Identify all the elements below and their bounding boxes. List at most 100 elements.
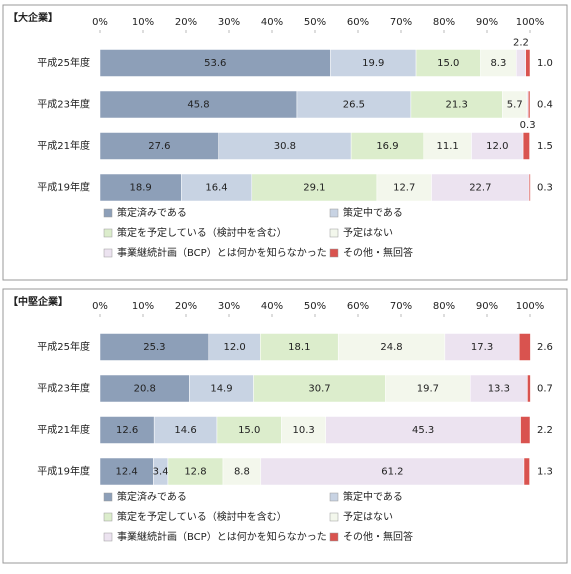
- value-label: 45.3: [412, 425, 434, 436]
- legend-swatch: [329, 492, 339, 502]
- legend-label: 策定済みである: [117, 490, 187, 503]
- value-label: 2.2: [537, 425, 553, 436]
- legend-label: 予定はない: [343, 510, 393, 523]
- legend-swatch: [103, 248, 113, 258]
- bar-segment: [337, 333, 446, 361]
- bar-segment: [528, 173, 531, 202]
- bar-segment: [208, 333, 261, 361]
- value-label: 19.9: [362, 58, 384, 69]
- value-label: 0.4: [537, 100, 553, 111]
- value-label: 12.7: [393, 183, 415, 194]
- bar-segment: [99, 173, 182, 202]
- value-label: 45.8: [187, 100, 209, 111]
- legend-swatch: [329, 512, 339, 522]
- y-tick-label: 平成21年度: [37, 139, 90, 152]
- bar-segment: [260, 457, 525, 486]
- value-label: 12.6: [116, 425, 138, 436]
- bar-segment: [423, 132, 472, 160]
- x-tick-label: 90%: [476, 17, 498, 28]
- legend-swatch: [329, 248, 339, 258]
- y-tick-label: 平成23年度: [37, 98, 90, 111]
- value-label: 11.1: [437, 141, 459, 152]
- value-label: 14.9: [210, 384, 232, 395]
- value-label: 20.8: [134, 384, 156, 395]
- legend-swatch: [103, 492, 113, 502]
- legend-label: その他・無回答: [343, 530, 413, 543]
- legend-swatch: [103, 228, 113, 238]
- x-tick-label: 80%: [433, 301, 455, 312]
- bar-segment: [410, 90, 503, 119]
- bar-segment: [181, 173, 253, 202]
- x-tick-label: 60%: [347, 17, 369, 28]
- x-tick-label: 20%: [175, 17, 197, 28]
- value-label: 13.3: [488, 384, 510, 395]
- value-label: 2.6: [537, 342, 553, 353]
- bar-segment: [99, 457, 154, 486]
- x-tick-label: 100%: [516, 17, 545, 28]
- y-tick-label: 平成23年度: [37, 382, 90, 395]
- bar-segment: [415, 49, 481, 77]
- legend-label: 策定中である: [343, 206, 403, 219]
- legend-label: 事業継続計画（BCP）とは何かを知らなかった: [117, 530, 327, 543]
- x-tick-label: 0%: [92, 17, 108, 28]
- bar-segment: [260, 333, 339, 361]
- value-label: 17.3: [471, 342, 493, 353]
- bar-segment: [253, 374, 386, 403]
- value-label: 12.8: [184, 467, 206, 478]
- x-tick-label: 40%: [261, 301, 283, 312]
- value-label: 8.3: [490, 58, 506, 69]
- value-label: 0.7: [537, 384, 553, 395]
- value-label: 2.2: [513, 38, 529, 49]
- bar-segment: [325, 416, 521, 444]
- panel-frame: [2, 288, 568, 564]
- value-label: 61.2: [381, 467, 403, 478]
- legend-label: 策定を予定している（検討中を含む）: [117, 226, 287, 239]
- bar-segment: [251, 173, 378, 202]
- x-tick-label: 70%: [390, 17, 412, 28]
- value-label: 3.4: [153, 467, 169, 478]
- bar-segment: [218, 132, 352, 160]
- value-label: 1.3: [537, 467, 553, 478]
- value-label: 15.0: [238, 425, 260, 436]
- value-label: 19.7: [417, 384, 439, 395]
- y-tick-label: 平成25年度: [37, 56, 90, 69]
- value-label: 21.3: [446, 100, 468, 111]
- legend-label: 予定はない: [343, 226, 393, 239]
- value-label: 24.8: [380, 342, 402, 353]
- y-tick-label: 平成21年度: [37, 423, 90, 436]
- chart-title: 【中堅企業】: [8, 295, 68, 308]
- bar-segment: [153, 416, 218, 444]
- x-tick-label: 20%: [175, 301, 197, 312]
- value-label: 15.0: [437, 58, 459, 69]
- bar-segment: [480, 49, 517, 77]
- legend-label: 策定済みである: [117, 206, 187, 219]
- legend-label: 策定中である: [343, 490, 403, 503]
- value-label: 25.3: [143, 342, 165, 353]
- value-label: 30.8: [274, 141, 296, 152]
- bar-segment: [523, 457, 530, 486]
- value-label: 30.7: [308, 384, 330, 395]
- legend-swatch: [329, 228, 339, 238]
- value-label: 22.7: [469, 183, 491, 194]
- bar-segment: [515, 49, 526, 77]
- bar-segment: [99, 416, 155, 444]
- value-label: 26.5: [343, 100, 365, 111]
- value-label: 53.6: [204, 58, 226, 69]
- bar-segment: [99, 49, 331, 77]
- y-tick-label: 平成19年度: [37, 181, 90, 194]
- value-label: 16.9: [376, 141, 398, 152]
- y-tick-label: 平成19年度: [37, 465, 90, 478]
- bar-segment: [444, 333, 520, 361]
- legend-swatch: [103, 532, 113, 542]
- value-label: 10.3: [292, 425, 314, 436]
- bar-segment: [528, 90, 531, 119]
- value-label: 1.5: [537, 141, 553, 152]
- x-tick-label: 70%: [390, 301, 412, 312]
- x-tick-label: 30%: [218, 17, 240, 28]
- bar-segment: [385, 374, 471, 403]
- value-label: 18.9: [130, 183, 152, 194]
- legend-label: 策定を予定している（検討中を含む）: [117, 510, 287, 523]
- value-label: 8.8: [234, 467, 250, 478]
- bar-segment: [99, 90, 298, 119]
